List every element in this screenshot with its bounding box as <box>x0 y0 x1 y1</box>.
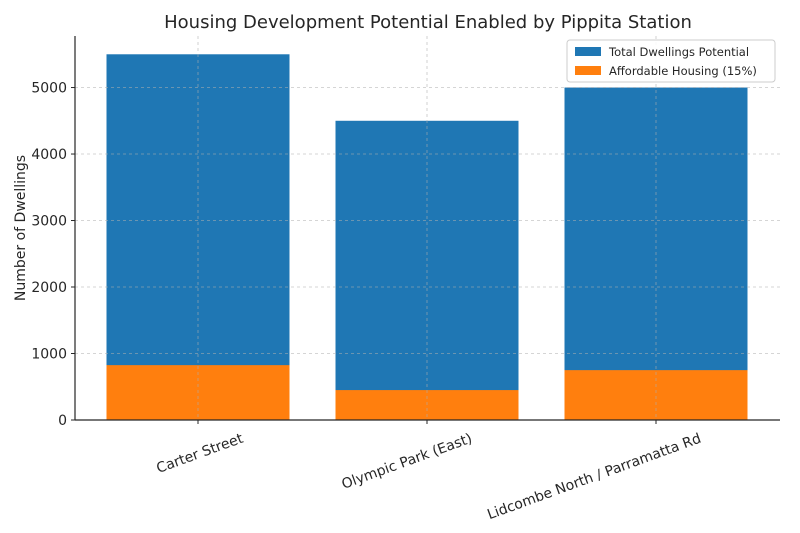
y-tick-label-2: 2000 <box>31 280 67 296</box>
y-tick-label-4: 4000 <box>31 147 67 163</box>
chart-title: Housing Development Potential Enabled by… <box>164 12 692 33</box>
y-tick-label-5: 5000 <box>31 81 67 97</box>
legend-box <box>566 39 776 83</box>
legend-swatch-0 <box>575 47 601 56</box>
y-tick-label-3: 3000 <box>31 214 67 230</box>
x-tick-label-1: Olympic Park (East) <box>340 431 475 493</box>
y-axis-label: Number of Dwellings <box>13 155 29 301</box>
x-tick-label-0: Carter Street <box>154 431 245 477</box>
legend: Total Dwellings Potential Affordable Hous… <box>566 39 776 83</box>
x-tick-label-2: Lidcombe North / Parramatta Rd <box>485 431 703 523</box>
legend-label-0: Total Dwellings Potential <box>608 45 749 59</box>
legend-swatch-1 <box>575 66 601 75</box>
y-tick-label-0: 0 <box>58 413 67 429</box>
plot-area: 0 1000 2000 3000 4000 5000 Carter Street Olympi… <box>31 36 780 523</box>
y-tick-label-1: 1000 <box>31 347 67 363</box>
bar-affordable-2 <box>564 370 748 420</box>
legend-label-1: Affordable Housing (15%) <box>609 64 757 78</box>
